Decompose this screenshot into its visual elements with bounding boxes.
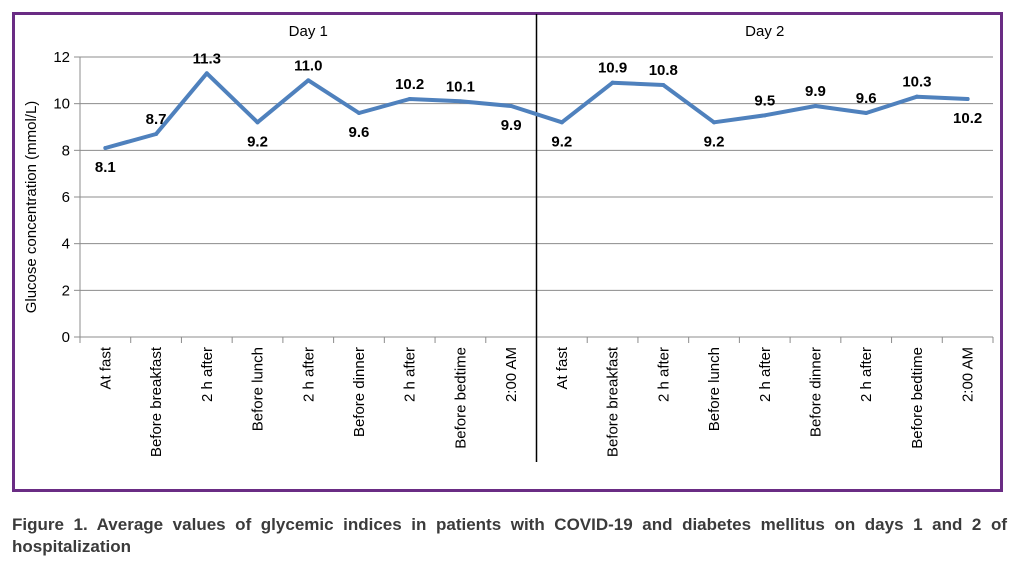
data-label: 9.6 [349, 124, 370, 141]
data-point [509, 104, 514, 108]
figure-frame [12, 12, 1003, 492]
data-label: 9.9 [501, 117, 522, 134]
y-tick-label: 2 [62, 282, 70, 299]
data-point [914, 94, 919, 99]
data-point [813, 104, 818, 108]
data-label: 9.9 [805, 83, 826, 100]
data-label: 11.3 [193, 50, 221, 67]
series-line [103, 71, 970, 150]
data-label: 9.2 [551, 133, 572, 150]
glucose-line-chart: 0 2 4 6 8 10 12 Glucose concentration (mmol/L) D… [23, 14, 994, 462]
x-category-label: Before bedtime [909, 347, 926, 449]
data-label: 10.2 [953, 110, 982, 127]
figure-caption: Figure 1. Average values of glycemic ind… [12, 515, 1007, 556]
data-point [154, 132, 159, 136]
y-tick-label: 8 [62, 142, 70, 159]
x-category-label: At fast [97, 346, 114, 389]
data-label: 9.2 [247, 133, 268, 150]
data-point [610, 80, 615, 85]
data-label: 11.0 [294, 57, 322, 74]
y-axis-title: Glucose concentration (mmol/L) [23, 101, 40, 314]
data-label: 10.9 [598, 60, 627, 77]
data-label: 10.3 [902, 74, 931, 91]
day-label: Day 2 [745, 23, 784, 40]
data-label: 10.8 [649, 62, 678, 79]
data-point [559, 120, 564, 125]
y-tick-label: 6 [62, 189, 70, 206]
y-tick-label: 4 [62, 236, 70, 253]
x-category-label: Before bedtime [452, 347, 469, 449]
x-category-label: 2:00 AM [960, 347, 977, 402]
data-point [864, 111, 869, 115]
x-category-label: 2 h after [199, 347, 216, 402]
data-point [306, 78, 311, 83]
data-point [356, 111, 361, 115]
x-category-label: 2 h after [402, 347, 419, 402]
x-category-label: 2 h after [757, 347, 774, 402]
data-label: 9.5 [754, 92, 775, 109]
x-category-label: At fast [554, 346, 571, 389]
data-point [661, 83, 666, 87]
data-label: 10.2 [395, 76, 424, 93]
x-category-label: Before dinner [351, 347, 368, 437]
data-point [458, 99, 463, 104]
data-point [762, 113, 767, 118]
y-tick-label: 10 [53, 96, 70, 113]
data-label: 9.6 [856, 90, 877, 107]
data-label: 10.1 [446, 78, 475, 95]
x-category-label: 2 h after [300, 347, 317, 402]
data-point [407, 97, 412, 101]
x-category-label: 2 h after [655, 347, 672, 402]
data-point [965, 97, 970, 101]
x-category-label: 2 h after [858, 347, 875, 402]
x-category-label: Before lunch [706, 347, 723, 431]
data-point [712, 120, 717, 125]
x-category-label: Before dinner [807, 347, 824, 437]
y-tick-label: 0 [62, 329, 70, 346]
y-tick-label: 12 [53, 49, 70, 66]
x-category-label: Before breakfast [605, 346, 622, 457]
data-label: 8.1 [95, 159, 116, 176]
x-category-label: 2:00 AM [503, 347, 520, 402]
x-category-label: Before lunch [250, 347, 267, 431]
day-label: Day 1 [289, 23, 328, 40]
data-point [204, 71, 209, 76]
data-label: 9.2 [704, 133, 725, 150]
data-label: 8.7 [146, 111, 167, 128]
data-point [103, 146, 108, 150]
x-category-label: Before breakfast [148, 346, 165, 457]
data-point [255, 120, 260, 125]
